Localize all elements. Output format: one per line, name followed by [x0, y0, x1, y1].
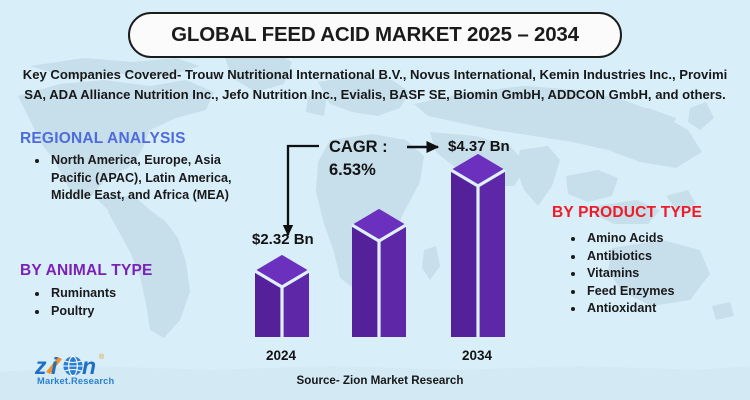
bar-2034 — [450, 154, 506, 337]
list-item: Antibiotics — [585, 248, 750, 266]
logo-orange-slash — [46, 357, 62, 374]
list-item: Amino Acids — [585, 230, 750, 248]
list-item: Feed Enzymes — [585, 283, 750, 301]
zion-market-research-logo: z i n ® Market.Research — [34, 353, 115, 386]
cagr-label-text: CAGR : — [329, 138, 388, 156]
list-item: Antioxidant — [585, 300, 750, 318]
section-heading-regional-analysis: REGIONAL ANALYSIS — [20, 130, 186, 147]
logo-trademark: ® — [99, 353, 105, 361]
section-list-regional-analysis: North America, Europe, Asia Pacific (APA… — [30, 152, 259, 205]
arrow-to-2024-value — [282, 144, 319, 237]
key-companies-paragraph: Key Companies Covered- Trouw Nutritional… — [22, 67, 728, 102]
logo-wordmark-n: n — [82, 353, 96, 379]
list-item: North America, Europe, Asia Pacific (APA… — [49, 152, 259, 205]
bar-value-2034: $4.37 Bn — [448, 138, 510, 155]
section-list-by-animal-type: Ruminants Poultry — [30, 285, 229, 320]
bar-intermediate — [351, 209, 407, 337]
list-item: Vitamins — [585, 265, 750, 283]
bar-value-2024: $2.32 Bn — [252, 231, 314, 248]
logo-globe-gridlines — [63, 355, 83, 377]
cagr-value-text: 6.53% — [329, 161, 376, 179]
section-heading-by-animal-type: BY ANIMAL TYPE — [20, 262, 153, 279]
bar-2024 — [254, 255, 310, 337]
bar-year-2034: 2034 — [461, 348, 493, 363]
logo-wordmark-i: i — [51, 353, 58, 379]
section-list-by-product-type: Amino Acids Antibiotics Vitamins Feed En… — [566, 230, 750, 318]
section-heading-by-product-type: BY PRODUCT TYPE — [552, 204, 702, 221]
cagr-annotation: CAGR : 6.53% — [329, 136, 388, 182]
logo-wordmark-z: z — [34, 353, 47, 379]
logo-tagline: Market.Research — [37, 376, 115, 386]
title-pill: GLOBAL FEED ACID MARKET 2025 – 2034 — [128, 12, 622, 58]
bar-year-2024: 2024 — [265, 348, 297, 363]
page-title: GLOBAL FEED ACID MARKET 2025 – 2034 — [171, 23, 579, 46]
source-caption: Source- Zion Market Research — [296, 374, 464, 387]
list-item: Ruminants — [49, 285, 229, 303]
list-item: Poultry — [49, 303, 229, 321]
